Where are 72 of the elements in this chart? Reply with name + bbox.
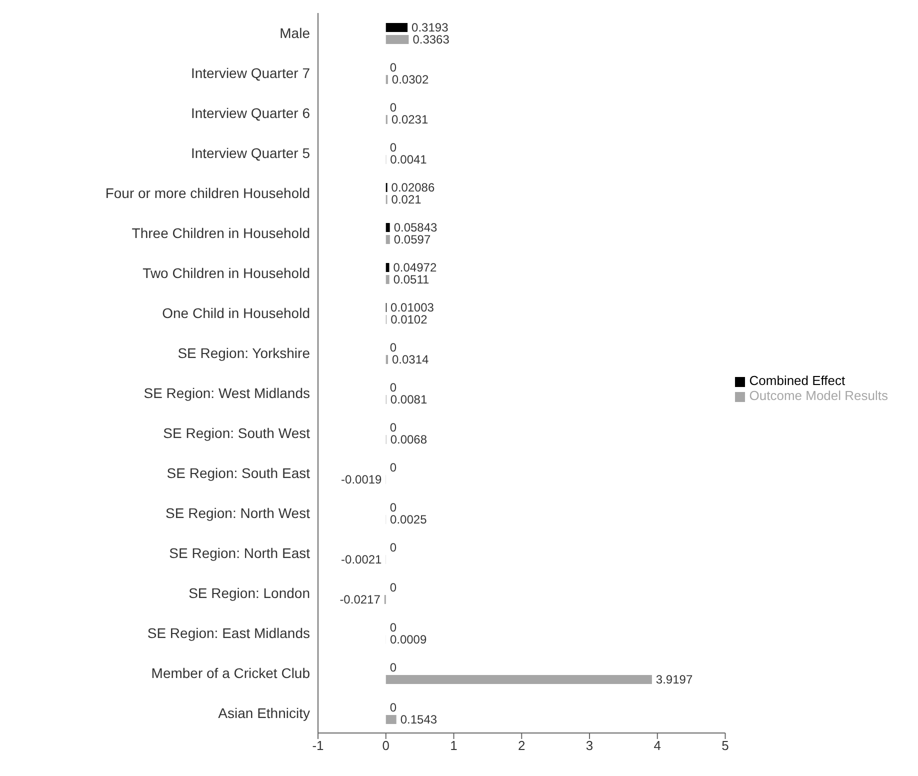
data-label: 0 <box>390 620 397 634</box>
x-tick-label: 3 <box>586 738 594 754</box>
x-tick-label: 5 <box>722 738 729 754</box>
bar <box>386 675 652 684</box>
y-tick-label: SE Region: South West <box>163 424 310 441</box>
data-label: 0 <box>390 380 397 394</box>
bar <box>386 355 388 364</box>
bar <box>386 35 409 44</box>
data-label: 0 <box>390 660 397 674</box>
data-label: 0.3193 <box>412 20 449 34</box>
bar <box>386 235 390 244</box>
data-label: 0.0314 <box>392 352 430 366</box>
data-label: 0 <box>390 100 397 114</box>
data-label: 0.0068 <box>390 432 428 446</box>
data-label: 0.05843 <box>394 220 438 234</box>
y-tick-label: Asian Ethnicity <box>218 704 310 721</box>
data-label: 0.0009 <box>390 632 427 646</box>
data-label: 0.0102 <box>390 312 428 326</box>
data-label: 0 <box>390 460 397 474</box>
data-label: 0 <box>390 700 397 714</box>
data-label: 0.01003 <box>390 300 434 314</box>
data-label: 0 <box>390 580 397 594</box>
y-tick-label: SE Region: East Midlands <box>147 624 310 641</box>
data-label: 0 <box>390 540 397 554</box>
bar <box>386 223 390 232</box>
x-tick-label: 2 <box>518 738 526 754</box>
data-label: 0.0025 <box>390 512 428 526</box>
data-label: 0 <box>390 500 397 514</box>
data-label: 0 <box>390 140 397 154</box>
x-tick-label: -1 <box>312 738 324 754</box>
data-label: 0 <box>390 420 397 434</box>
y-tick-label: SE Region: West Midlands <box>144 384 310 401</box>
x-tick-label: 4 <box>654 738 662 754</box>
data-label: -0.0021 <box>341 552 382 566</box>
y-tick-label: SE Region: Yorkshire <box>178 344 310 361</box>
y-tick-label: SE Region: South East <box>166 464 310 481</box>
data-label: 0.3363 <box>412 32 450 46</box>
data-label: 0 <box>390 60 397 74</box>
y-tick-label: Three Children in Household <box>132 224 310 241</box>
y-tick-label: SE Region: London <box>188 584 310 601</box>
data-label: 0.0041 <box>390 152 428 166</box>
legend-label: Outcome Model Results <box>749 388 888 403</box>
y-tick-label: Interview Quarter 6 <box>190 104 310 121</box>
bar <box>386 23 408 32</box>
y-tick-label: One Child in Household <box>162 304 310 321</box>
y-tick-label: Interview Quarter 7 <box>190 64 310 81</box>
x-tick-label: 1 <box>450 738 458 754</box>
data-label: 0.0081 <box>390 392 428 406</box>
y-tick-label: Four or more children Household <box>105 184 310 201</box>
data-label: 0.0597 <box>394 232 431 246</box>
data-label: 0.0231 <box>391 112 428 126</box>
data-label: -0.0217 <box>340 592 381 606</box>
y-tick-label: Two Children in Household <box>142 264 310 281</box>
bar <box>386 275 390 284</box>
y-tick-label: Male <box>280 24 310 41</box>
data-label: 0.1543 <box>400 712 438 726</box>
data-label: 0.0302 <box>392 72 429 86</box>
y-tick-label: SE Region: North East <box>169 544 310 561</box>
data-label: 0.04972 <box>393 260 437 274</box>
bar <box>386 263 390 272</box>
data-label: 0.02086 <box>391 180 435 194</box>
data-label: 0.021 <box>391 192 422 206</box>
y-tick-label: Member of a Cricket Club <box>151 664 310 681</box>
y-tick-label: Interview Quarter 5 <box>190 144 310 161</box>
data-label: 0 <box>390 340 397 354</box>
x-tick-label: 0 <box>382 738 390 754</box>
data-label: 3.9197 <box>656 672 693 686</box>
bar <box>386 715 396 724</box>
y-tick-label: SE Region: North West <box>166 504 310 521</box>
legend-label: Combined Effect <box>749 373 846 388</box>
data-label: 0.0511 <box>393 272 430 286</box>
data-label: -0.0019 <box>341 472 382 486</box>
